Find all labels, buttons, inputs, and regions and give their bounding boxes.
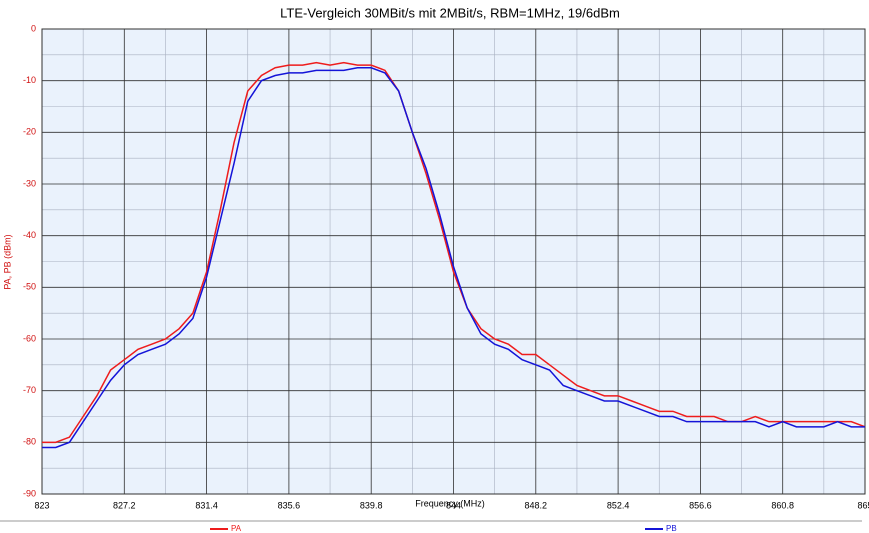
y-tick-label: -80 bbox=[23, 437, 36, 447]
x-tick-label: 839.8 bbox=[360, 500, 383, 510]
y-tick-label: -60 bbox=[23, 333, 36, 343]
series-line bbox=[42, 67, 865, 449]
y-tick-label: -70 bbox=[23, 385, 36, 395]
x-tick-label: 827.2 bbox=[113, 500, 136, 510]
x-tick-label: 860.8 bbox=[771, 500, 794, 510]
legend-label: PB bbox=[666, 524, 677, 533]
x-tick-label: 852.4 bbox=[607, 500, 630, 510]
x-axis-label: Frequency (MHz) bbox=[415, 498, 485, 508]
x-tick-label: 865 bbox=[857, 500, 869, 510]
plot-frame bbox=[41, 28, 866, 495]
x-tick-label: 848.2 bbox=[525, 500, 548, 510]
y-tick-label: -50 bbox=[23, 282, 36, 292]
legend-label: PA bbox=[231, 524, 242, 533]
x-tick-label: 823 bbox=[34, 500, 49, 510]
x-tick-label: 835.6 bbox=[278, 500, 301, 510]
chart-title: LTE-Vergleich 30MBit/s mit 2MBit/s, RBM=… bbox=[280, 5, 620, 20]
x-tick-label: 831.4 bbox=[195, 500, 218, 510]
x-tick-label: 844 bbox=[446, 500, 461, 510]
y-tick-label: -30 bbox=[23, 178, 36, 188]
y-tick-label: -10 bbox=[23, 75, 36, 85]
y-tick-label: -20 bbox=[23, 127, 36, 137]
y-tick-label: -40 bbox=[23, 230, 36, 240]
y-tick-label: -90 bbox=[23, 488, 36, 498]
y-tick-label: 0 bbox=[31, 23, 36, 33]
y-axis-label: PA, PB (dBm) bbox=[2, 234, 12, 289]
x-tick-label: 856.6 bbox=[689, 500, 712, 510]
